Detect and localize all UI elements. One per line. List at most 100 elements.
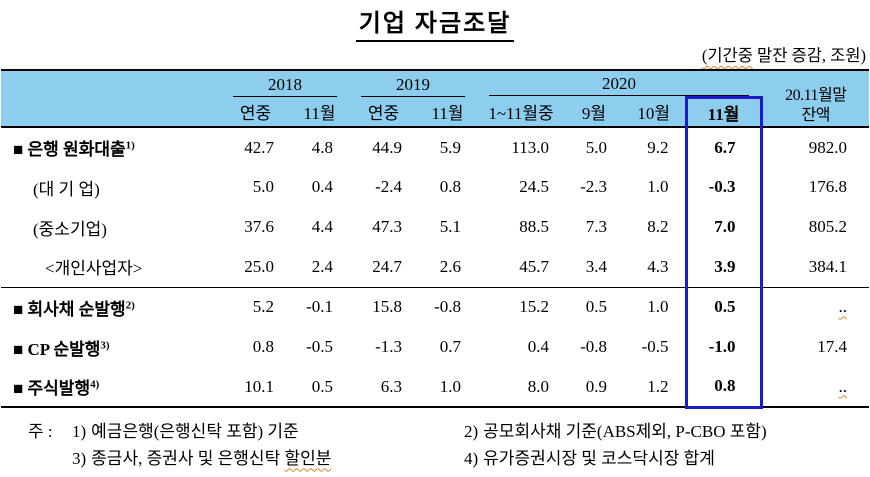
value-cell: 10.1 <box>221 367 290 408</box>
sub-header-row: 연중 11월 연중 11월 1~11월중 9월 10월 11월 <box>1 95 869 128</box>
value-cell: 15.8 <box>349 286 418 327</box>
unit-note-rest: 말잔 증감, 조원) <box>752 46 866 65</box>
value-cell: 0.4 <box>527 337 549 356</box>
value-cell: 0.5 <box>290 367 349 408</box>
footnote-line-1: 주 : 1) 예금은행(은행신탁 포함) 기준 2) 공모회사채 기준(ABS제외,… <box>28 418 870 445</box>
year-label: 2018 <box>233 75 337 97</box>
value-cell-highlighted: 0.8 <box>684 367 763 409</box>
value-cell: 45.7 <box>519 256 549 276</box>
value-cell: -0.8 <box>580 337 607 356</box>
value-cell: 24.7 <box>372 256 402 276</box>
value-cell: 5.2 <box>221 286 290 327</box>
footnote-prefix: 주 : <box>28 421 53 441</box>
value-cell: 25.0 <box>244 256 274 276</box>
value-cell: 1.0 <box>418 367 477 408</box>
value-cell: 5.9 <box>439 137 461 157</box>
balance-cell: 17.4 <box>817 337 847 356</box>
value-cell: -2.3 <box>580 177 607 196</box>
col-header-2019-yearly: 연중 <box>349 97 418 128</box>
value-cell: 47.3 <box>372 217 402 236</box>
value-cell-highlighted: 3.9 <box>684 247 763 287</box>
value-cell: 9.2 <box>647 137 669 157</box>
footnote-1: 1) 예금은행(은행신탁 포함) 기준 <box>72 421 299 441</box>
row-label: ■ CP 순발행3) <box>13 338 110 359</box>
footnote-2: 2) 공모회사채 기준(ABS제외, P-CBO 포함) <box>464 421 767 441</box>
label-column-header <box>1 69 221 128</box>
value-cell: 5.0 <box>585 137 607 157</box>
value-cell: 8.0 <box>477 367 565 408</box>
value-cell: 4.4 <box>311 217 333 236</box>
value-cell: 0.8 <box>439 177 461 196</box>
table-row-sole-proprietors: <개인사업자> 25.0 2.4 24.7 2.6 45.7 3.4 4.3 3… <box>1 247 869 287</box>
balance-header-line2: 잔액 <box>801 107 831 124</box>
col-header-2020-nov-highlighted: 11월 <box>684 95 763 128</box>
value-cell: 42.7 <box>244 137 274 157</box>
row-label: ■ 은행 원화대출1) <box>13 139 135 159</box>
table-row-large-corps: (대 기 업) 5.0 0.4 -2.4 0.8 24.5 -2.3 1.0 -… <box>1 167 869 207</box>
value-cell: 6.3 <box>349 367 418 408</box>
value-cell-highlighted: 7.0 <box>684 207 763 247</box>
year-header-row: 2018 2019 2020 20.11월말 잔액 <box>1 69 869 128</box>
value-cell: 113.0 <box>511 137 549 157</box>
value-cell: 5.1 <box>439 217 461 236</box>
value-cell: 37.6 <box>244 217 274 236</box>
balance-cell: 805.2 <box>808 217 847 236</box>
value-cell: -0.5 <box>306 337 333 356</box>
value-cell: 44.9 <box>372 137 402 157</box>
balance-cell-no-data: .. <box>761 367 869 408</box>
value-cell: 3.4 <box>585 256 607 276</box>
value-cell-highlighted: 6.7 <box>684 127 763 167</box>
value-cell: 1.2 <box>623 367 686 408</box>
balance-cell: 384.1 <box>808 256 847 276</box>
year-label: 2019 <box>361 75 465 97</box>
financing-table: 2018 2019 2020 20.11월말 잔액 연중 11월 연중 11월 … <box>1 69 869 409</box>
footnote-3: 3) 종금사, 증권사 및 은행신탁 할인분 <box>72 448 332 468</box>
value-cell: -1.3 <box>375 337 402 356</box>
table-row-stock-issuance: ■ 주식발행4) 10.1 0.5 6.3 1.0 8.0 0.9 1.2 0.… <box>1 367 869 409</box>
footnote-4: 4) 유가증권시장 및 코스닥시장 합계 <box>464 448 715 468</box>
balance-cell: 176.8 <box>808 177 847 196</box>
value-cell: 15.2 <box>477 286 565 327</box>
table-row-smes: (중소기업) 37.6 4.4 47.3 5.1 88.5 7.3 8.2 7.… <box>1 207 869 247</box>
value-cell: 8.2 <box>647 217 669 236</box>
row-label: (대 기 업) <box>33 179 100 199</box>
col-header-2020-oct: 10월 <box>623 97 686 128</box>
unit-note: (기간중 말잔 증감, 조원) <box>0 46 866 66</box>
value-cell: 2.4 <box>311 256 333 276</box>
balance-cell-no-data: .. <box>761 286 869 327</box>
balance-header-line1: 20.11월말 <box>785 87 847 104</box>
footnotes: 주 : 1) 예금은행(은행신탁 포함) 기준 2) 공모회사채 기준(ABS제외,… <box>0 418 870 472</box>
value-cell: 4.3 <box>647 256 669 276</box>
col-header-2018-yearly: 연중 <box>221 97 290 128</box>
footnote-line-2: 3) 종금사, 증권사 및 은행신탁 할인분 4) 유가증권시장 및 코스닥시장 합… <box>28 445 870 472</box>
value-cell: 0.7 <box>439 337 461 356</box>
year-header-2020: 2020 <box>477 69 761 97</box>
value-cell-highlighted: -0.3 <box>684 167 763 207</box>
col-header-2020-jan-nov: 1~11월중 <box>477 97 565 128</box>
value-cell: 0.8 <box>252 337 274 356</box>
balance-column-header: 20.11월말 잔액 <box>761 69 869 128</box>
year-label: 2020 <box>489 74 749 96</box>
value-cell: 88.5 <box>519 217 549 236</box>
value-cell: 7.3 <box>585 217 607 236</box>
row-label: ■ 회사채 순발행2) <box>1 286 221 327</box>
value-cell-highlighted: -1.0 <box>684 327 763 367</box>
year-header-2019: 2019 <box>349 69 477 97</box>
value-cell: 0.9 <box>565 367 623 408</box>
value-cell: -2.4 <box>375 177 402 196</box>
value-cell: -0.1 <box>290 286 349 327</box>
table-row-bank-won-loans: ■ 은행 원화대출1) 42.7 4.8 44.9 5.9 113.0 5.0 … <box>1 127 869 167</box>
value-cell: 2.6 <box>439 256 461 276</box>
unit-note-highlight: (기간중 <box>701 46 753 65</box>
col-header-2019-nov: 11월 <box>418 97 477 128</box>
table-row-cp-net: ■ CP 순발행3) 0.8 -0.5 -1.3 0.7 0.4 -0.8 -0… <box>1 327 869 367</box>
year-header-2018: 2018 <box>221 69 349 97</box>
value-cell: 1.0 <box>623 286 686 327</box>
value-cell-highlighted: 0.5 <box>684 286 763 327</box>
page-title: 기업 자금조달 <box>355 3 515 42</box>
value-cell: 5.0 <box>252 177 274 196</box>
col-header-2020-sep: 9월 <box>565 97 623 128</box>
col-header-2018-nov: 11월 <box>290 97 349 128</box>
row-label: (중소기업) <box>33 219 107 239</box>
